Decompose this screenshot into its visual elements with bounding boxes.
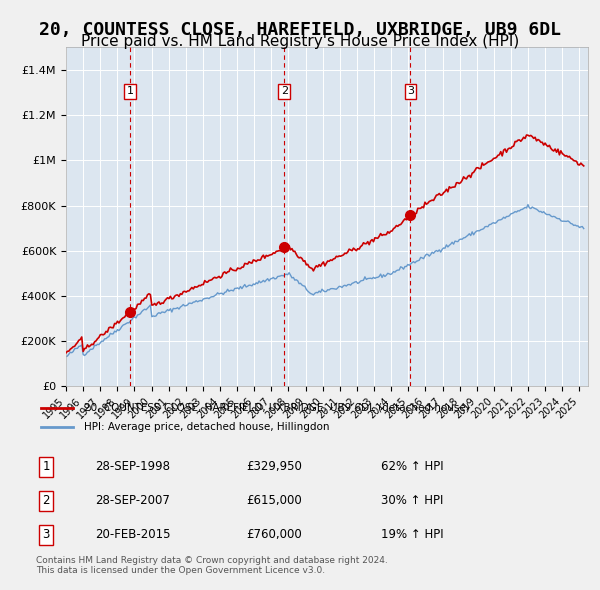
Text: 3: 3 <box>43 528 50 541</box>
Text: £329,950: £329,950 <box>246 460 302 473</box>
Text: 2: 2 <box>281 86 288 96</box>
Text: Price paid vs. HM Land Registry's House Price Index (HPI): Price paid vs. HM Land Registry's House … <box>81 34 519 49</box>
Text: 62% ↑ HPI: 62% ↑ HPI <box>381 460 443 473</box>
Text: 19% ↑ HPI: 19% ↑ HPI <box>381 528 443 541</box>
Text: 20, COUNTESS CLOSE, HAREFIELD, UXBRIDGE, UB9 6DL: 20, COUNTESS CLOSE, HAREFIELD, UXBRIDGE,… <box>39 21 561 39</box>
Text: 28-SEP-2007: 28-SEP-2007 <box>95 494 170 507</box>
Text: 20, COUNTESS CLOSE, HAREFIELD, UXBRIDGE, UB9 6DL (detached house): 20, COUNTESS CLOSE, HAREFIELD, UXBRIDGE,… <box>84 403 470 412</box>
Text: Contains HM Land Registry data © Crown copyright and database right 2024.: Contains HM Land Registry data © Crown c… <box>36 556 388 565</box>
Text: HPI: Average price, detached house, Hillingdon: HPI: Average price, detached house, Hill… <box>84 422 329 432</box>
Text: £760,000: £760,000 <box>246 528 302 541</box>
Text: 2: 2 <box>43 494 50 507</box>
Text: £615,000: £615,000 <box>246 494 302 507</box>
Text: 3: 3 <box>407 86 414 96</box>
Text: 1: 1 <box>43 460 50 473</box>
Text: 1: 1 <box>127 86 134 96</box>
Text: 30% ↑ HPI: 30% ↑ HPI <box>381 494 443 507</box>
Text: This data is licensed under the Open Government Licence v3.0.: This data is licensed under the Open Gov… <box>36 566 325 575</box>
Text: 20-FEB-2015: 20-FEB-2015 <box>95 528 170 541</box>
Text: 28-SEP-1998: 28-SEP-1998 <box>95 460 170 473</box>
